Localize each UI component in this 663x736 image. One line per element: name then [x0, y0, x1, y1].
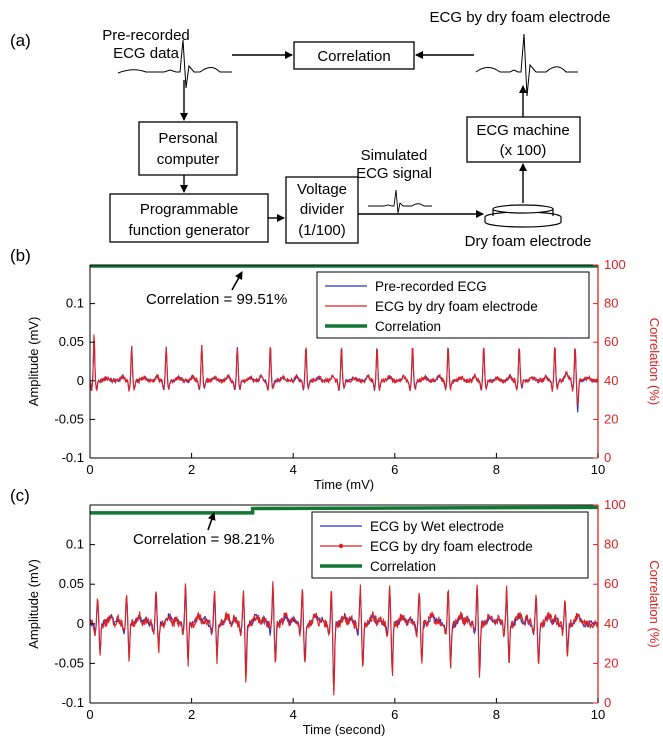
prerecorded-label-line2: ECG data: [113, 45, 180, 62]
x-tick-label: 0: [86, 707, 93, 722]
y-tick-label: 0.1: [66, 537, 84, 552]
dry-foam-electrode-icon: [484, 204, 562, 228]
y2-tick-label: 60: [604, 334, 618, 349]
voltage-divider-box: [285, 176, 359, 244]
x-tick-label: 8: [493, 462, 500, 477]
x-tick-label: 2: [188, 707, 195, 722]
x-tick-label: 6: [391, 707, 398, 722]
legend-label-2: ECG by dry foam electrode: [375, 299, 538, 314]
legend-label-3: Correlation: [370, 559, 436, 574]
function-generator-box: [109, 193, 269, 243]
legend-label-1: ECG by Wet electrode: [370, 519, 504, 534]
prerecorded-ecg-waveform-icon: [117, 39, 232, 89]
chart-panel-c: (c) 0 2 4 6 8 10 -0.1 -0.05 0 0.05 0.1 0 20 40 60 80 100 T…: [10, 486, 662, 736]
plot-area: [90, 505, 598, 696]
legend-label-1: Pre-recorded ECG: [375, 279, 487, 294]
legend: ECG by Wet electrode ECG by dry foam elec…: [311, 511, 589, 579]
y-tick-label: -0.1: [62, 450, 84, 465]
x-axis-label: Time (mV): [314, 477, 374, 492]
function-generator-label-line1: Programmable: [140, 201, 238, 218]
ecg-machine-box: [466, 116, 581, 163]
y2-tick-label: 100: [604, 497, 626, 512]
correlation-annotation: Correlation = 99.51%: [146, 291, 287, 308]
y2-tick-label: 0: [604, 450, 611, 465]
panel-label: (c): [10, 486, 30, 505]
x-tick-label: 0: [86, 462, 93, 477]
y2-tick-label: 100: [604, 257, 626, 272]
y2-tick-label: 80: [604, 537, 618, 552]
legend: Pre-recorded ECG ECG by dry foam electrod…: [316, 271, 590, 339]
y-tick-label: -0.05: [54, 655, 84, 670]
block-diagram: (a) Pre-recorded ECG data Correlation EC…: [10, 9, 610, 250]
simulated-label-line1: Simulated: [361, 147, 428, 164]
voltage-divider-label-line2: divider: [300, 201, 344, 218]
correlation-annotation: Correlation = 98.21%: [133, 531, 274, 548]
y2-tick-label: 80: [604, 296, 618, 311]
y-tick-label: -0.1: [62, 695, 84, 710]
chart-panel-b: (b) 0 2 4 6 8 10 -0.1 -0.05 0 0.05 0.1 0 20 40 60 80 100 T…: [10, 246, 662, 492]
correlation-box-label: Correlation: [317, 48, 390, 65]
y-tick-label: 0: [77, 373, 84, 388]
x-tick-label: 4: [290, 462, 297, 477]
y2-tick-label: 20: [604, 655, 618, 670]
dry-foam-electrode-label: Dry foam electrode: [465, 233, 592, 250]
ecg-machine-label-line1: ECG machine: [476, 122, 569, 139]
legend-label-2: ECG by dry foam electrode: [370, 539, 533, 554]
simulated-ecg-waveform-icon: [368, 189, 432, 214]
y-axis-label: Amplitude (mV): [26, 317, 41, 407]
annotation-arrow: [207, 512, 216, 531]
function-generator-label-line2: function generator: [129, 222, 250, 239]
personal-computer-label-line2: computer: [157, 151, 220, 168]
x-tick-label: 10: [591, 462, 605, 477]
dry-foam-ecg-label: ECG by dry foam electrode: [430, 9, 611, 26]
voltage-divider-label-line3: (1/100): [298, 222, 346, 239]
personal-computer-box: [138, 121, 238, 176]
plot-area: [90, 265, 598, 413]
y-tick-label: -0.05: [54, 411, 84, 426]
legend-label-3: Correlation: [375, 319, 441, 334]
x-tick-label: 6: [391, 462, 398, 477]
x-tick-label: 8: [493, 707, 500, 722]
y-tick-label: 0.05: [59, 576, 84, 591]
x-tick-label: 10: [591, 707, 605, 722]
legend-marker: [338, 543, 344, 549]
x-axis-label: Time (second): [303, 722, 386, 736]
correlation-box: [293, 41, 415, 70]
annotation-arrow: [231, 271, 243, 291]
y-tick-label: 0: [77, 616, 84, 631]
panel-label: (b): [10, 246, 31, 265]
simulated-label-line2: ECG signal: [356, 165, 432, 182]
panel-label-a: (a): [10, 31, 31, 50]
y2-tick-label: 40: [604, 616, 618, 631]
y2-tick-label: 20: [604, 411, 618, 426]
x-tick-label: 4: [290, 707, 297, 722]
y2-axis-label: Correlation (%): [647, 318, 662, 405]
correlation-line: [90, 505, 598, 515]
y-axis-label: Amplitude (mV): [26, 559, 41, 649]
y2-axis-label: Correlation (%): [647, 560, 662, 647]
y2-tick-label: 40: [604, 373, 618, 388]
ecg-machine-label-line2: (x 100): [500, 142, 547, 159]
dry-foam-ecg-waveform-icon: [475, 33, 578, 97]
y-tick-label: 0.1: [66, 296, 84, 311]
personal-computer-label-line1: Personal: [158, 130, 217, 147]
series-line-1: [90, 585, 598, 692]
y2-tick-label: 0: [604, 695, 611, 710]
y-tick-label: 0.05: [59, 334, 84, 349]
series-line-2: [90, 581, 598, 696]
prerecorded-label-line1: Pre-recorded: [102, 27, 190, 44]
x-tick-label: 2: [188, 462, 195, 477]
y2-tick-label: 60: [604, 576, 618, 591]
voltage-divider-label-line1: Voltage: [297, 181, 347, 198]
series-line-2: [90, 334, 598, 406]
